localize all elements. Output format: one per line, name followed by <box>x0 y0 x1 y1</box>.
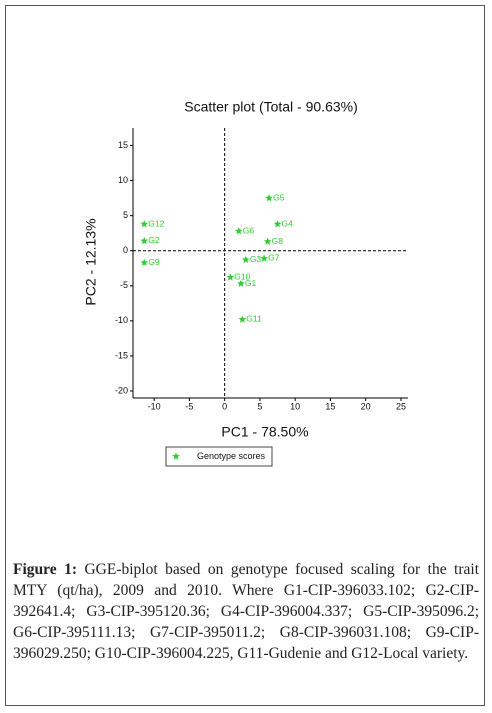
x-tick-label: 25 <box>396 401 406 411</box>
x-tick-label: 0 <box>222 401 227 411</box>
point-label: G8 <box>272 236 284 246</box>
legend-label: Genotype scores <box>197 451 266 461</box>
point <box>242 255 250 264</box>
point-label: G12 <box>148 218 164 228</box>
x-tick-label: 5 <box>257 401 262 411</box>
point <box>140 220 149 228</box>
point-label: G5 <box>273 192 285 202</box>
point <box>237 279 245 287</box>
point <box>226 273 235 281</box>
caption-text: GGE-biplot based on genotype focused sca… <box>13 561 480 662</box>
point <box>140 236 149 245</box>
legend-marker <box>172 452 180 460</box>
x-axis-label: PC1 - 78.50% <box>221 424 308 440</box>
y-tick-label: -20 <box>115 385 128 395</box>
x-tick-label: 20 <box>361 401 371 411</box>
point <box>238 315 247 323</box>
point <box>263 237 272 245</box>
chart-title: Scatter plot (Total - 90.63%) <box>184 99 358 115</box>
caption: Figure 1: GGE-biplot based on genotype f… <box>13 559 479 664</box>
y-tick-label: -5 <box>120 280 128 290</box>
x-tick-label: 15 <box>325 401 335 411</box>
y-tick-label: 10 <box>118 175 128 185</box>
caption-label: Figure 1: <box>13 561 77 578</box>
y-tick-label: 0 <box>123 245 128 255</box>
y-axis-label: PC2 - 12.13% <box>83 218 99 305</box>
x-tick-label: -10 <box>148 401 161 411</box>
y-tick-label: 15 <box>118 140 128 150</box>
point-label: G7 <box>268 253 280 263</box>
y-tick-label: -15 <box>115 350 128 360</box>
point-label: G4 <box>282 218 294 228</box>
y-tick-label: 5 <box>123 210 128 220</box>
point-label: G6 <box>243 225 255 235</box>
y-tick-label: -10 <box>115 315 128 325</box>
point-label: G9 <box>148 257 160 267</box>
legend-box <box>165 446 273 467</box>
point-label: G1 <box>245 278 257 288</box>
point <box>234 227 243 235</box>
point-label: G2 <box>148 235 160 245</box>
point-label: G10 <box>234 272 250 282</box>
point-label: G3 <box>250 254 262 264</box>
figure-frame <box>5 5 485 706</box>
x-tick-label: 10 <box>290 401 300 411</box>
point <box>265 194 273 202</box>
point-label: G11 <box>246 314 262 324</box>
point <box>260 254 268 262</box>
point <box>273 220 282 228</box>
x-tick-label: -5 <box>185 401 193 411</box>
point <box>140 258 149 266</box>
